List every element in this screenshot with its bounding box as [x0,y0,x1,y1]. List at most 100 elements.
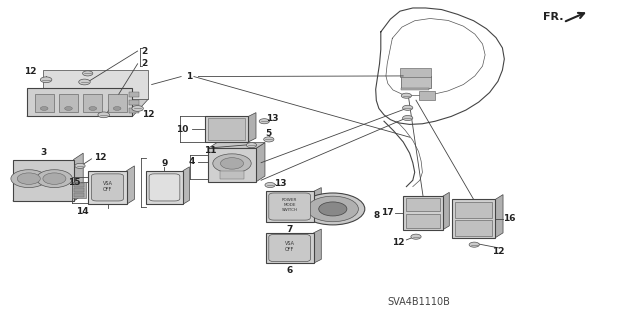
Text: 4: 4 [189,157,195,166]
Polygon shape [205,116,248,142]
Polygon shape [256,143,265,182]
Circle shape [98,112,109,118]
Polygon shape [443,192,449,230]
Bar [108,94,127,112]
Circle shape [40,77,52,83]
Bar [59,94,78,112]
Bar [400,68,431,77]
Circle shape [89,107,97,110]
Circle shape [212,154,251,173]
Circle shape [264,137,274,142]
Circle shape [301,193,365,225]
Circle shape [401,93,412,98]
Text: 13: 13 [274,179,287,188]
Polygon shape [314,229,321,263]
Text: 12: 12 [492,247,505,256]
Polygon shape [495,195,503,238]
Circle shape [75,163,85,168]
Polygon shape [266,233,314,263]
Polygon shape [266,191,314,222]
Polygon shape [314,188,321,222]
Circle shape [319,202,347,216]
Circle shape [411,234,421,239]
Circle shape [469,242,479,247]
Bar [419,91,435,100]
Text: 10: 10 [176,125,189,134]
Circle shape [40,107,48,110]
Bar [129,100,139,105]
Text: 9: 9 [161,159,168,168]
Circle shape [246,143,257,148]
Bar [83,94,102,112]
Polygon shape [27,88,132,116]
Text: 13: 13 [266,115,279,123]
Circle shape [11,170,47,188]
Circle shape [65,107,72,110]
Text: 8: 8 [373,211,380,220]
Bar [455,220,492,236]
Text: SVA4B1110B: SVA4B1110B [388,297,451,308]
Text: 6: 6 [287,266,292,275]
Polygon shape [146,171,183,204]
Text: 16: 16 [503,214,516,223]
Polygon shape [88,171,127,204]
FancyBboxPatch shape [92,174,124,201]
Bar [208,118,245,140]
Text: 12: 12 [94,153,107,162]
Text: 12: 12 [24,67,36,76]
Bar [401,76,431,88]
Text: 2: 2 [141,47,147,56]
Circle shape [220,158,244,169]
Text: 14: 14 [76,207,88,216]
Circle shape [113,107,121,110]
Circle shape [132,106,143,111]
FancyBboxPatch shape [149,174,180,201]
Bar [74,188,84,192]
Bar [406,198,440,211]
Bar [455,202,492,218]
Polygon shape [183,167,189,204]
Bar [35,94,54,112]
Text: 12: 12 [392,238,404,247]
Polygon shape [452,199,495,238]
FancyBboxPatch shape [269,234,310,262]
Text: 2: 2 [141,59,147,68]
Circle shape [17,173,40,184]
Circle shape [36,170,72,188]
Polygon shape [403,196,443,230]
Circle shape [403,105,413,110]
Polygon shape [248,113,256,142]
Circle shape [265,182,275,188]
Text: POWER
MODE
SWITCH: POWER MODE SWITCH [282,198,298,211]
Text: FR.: FR. [543,11,564,22]
Circle shape [83,71,93,76]
FancyBboxPatch shape [269,193,310,220]
Circle shape [43,173,66,184]
Circle shape [403,115,413,121]
Polygon shape [43,70,148,99]
Polygon shape [74,153,83,201]
Bar [74,193,84,197]
Text: 11: 11 [204,146,216,155]
Bar [129,108,139,113]
Text: 15: 15 [68,178,81,187]
Polygon shape [208,148,256,182]
Text: 3: 3 [40,148,46,157]
Text: VSA
OFF: VSA OFF [285,241,294,252]
Circle shape [79,79,90,85]
Text: 7: 7 [287,225,292,234]
Bar [129,92,139,97]
Text: VSA
OFF: VSA OFF [102,181,113,192]
Circle shape [307,196,358,222]
Bar [406,214,440,228]
Bar [72,182,86,198]
Bar [220,171,244,179]
Polygon shape [13,160,74,201]
Text: 12: 12 [142,110,155,119]
Polygon shape [127,166,134,204]
Polygon shape [27,99,148,116]
Polygon shape [13,195,83,201]
Polygon shape [208,143,265,148]
Text: 1: 1 [186,72,192,81]
Bar [74,183,84,187]
